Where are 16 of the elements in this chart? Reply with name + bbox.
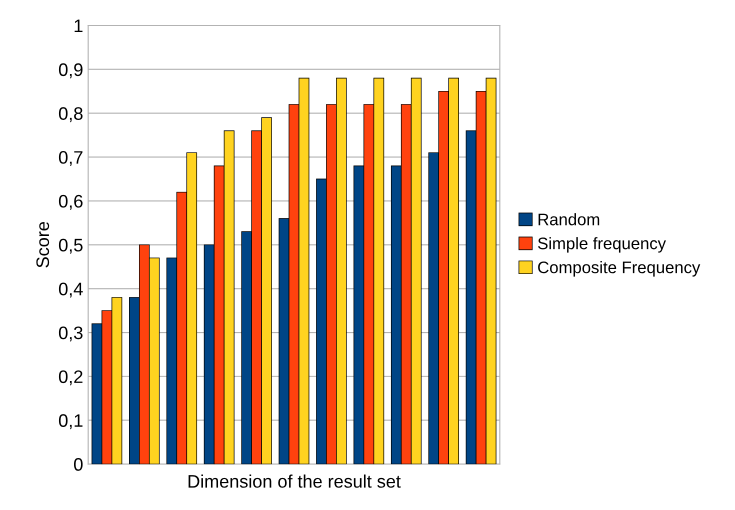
x-axis-title: Dimension of the result set bbox=[188, 474, 401, 488]
y-tick-label: 1 bbox=[74, 20, 82, 32]
legend-label: Simple frequency bbox=[538, 237, 666, 253]
y-tick-label: 0 bbox=[74, 458, 83, 471]
y-tick-label: 0,3 bbox=[58, 326, 83, 342]
legend-label: Random bbox=[538, 213, 600, 226]
y-tick-label: 0,4 bbox=[58, 282, 83, 298]
y-tick-label: 0,7 bbox=[58, 151, 82, 166]
y-axis-title: Score bbox=[36, 222, 50, 268]
y-tick-label: 0,2 bbox=[58, 370, 82, 386]
y-tick-label: 0,8 bbox=[58, 107, 83, 122]
y-tick-label: 0,9 bbox=[58, 63, 82, 78]
y-tick-label: 0,6 bbox=[58, 194, 83, 210]
legend-label: Composite Frequency bbox=[538, 261, 700, 277]
y-tick-label: 0,5 bbox=[58, 238, 83, 254]
y-tick-label: 0,1 bbox=[58, 414, 82, 430]
